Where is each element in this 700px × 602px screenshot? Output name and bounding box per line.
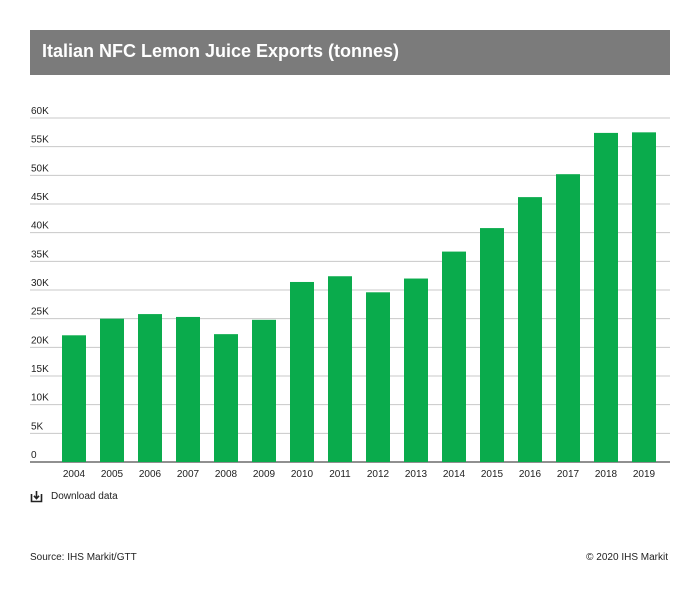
- bar-2004[interactable]: [62, 335, 86, 462]
- x-tick-label: 2014: [443, 469, 466, 480]
- y-tick-label: 40K: [31, 221, 49, 232]
- x-axis-tick-labels: 2004 2005 2006 2007 2008 2009 2010 2011 2012 2013…: [63, 469, 656, 480]
- y-tick-label: 60K: [31, 106, 49, 117]
- x-tick-label: 2009: [253, 469, 276, 480]
- x-tick-label: 2010: [291, 469, 314, 480]
- y-tick-label: 45K: [31, 192, 49, 203]
- download-icon: [30, 490, 43, 502]
- bar-2005[interactable]: [100, 318, 124, 462]
- bars: [62, 132, 656, 463]
- y-tick-label: 55K: [31, 135, 49, 146]
- y-tick-label: 50K: [31, 163, 49, 174]
- x-tick-label: 2011: [329, 469, 351, 480]
- bar-2017[interactable]: [556, 174, 580, 463]
- y-tick-label: 0: [31, 450, 37, 461]
- x-tick-label: 2007: [177, 469, 200, 480]
- bar-2015[interactable]: [480, 228, 504, 462]
- x-tick-label: 2015: [481, 469, 504, 480]
- download-data-label: Download data: [51, 490, 118, 502]
- y-tick-label: 30K: [31, 278, 49, 289]
- x-tick-label: 2012: [367, 469, 390, 480]
- bar-2009[interactable]: [252, 319, 276, 462]
- y-tick-label: 20K: [31, 335, 49, 346]
- x-tick-label: 2017: [557, 469, 580, 480]
- x-tick-label: 2016: [519, 469, 542, 480]
- bar-2006[interactable]: [138, 314, 162, 462]
- bar-2012[interactable]: [366, 292, 390, 462]
- x-tick-label: 2006: [139, 469, 162, 480]
- bar-2014[interactable]: [442, 251, 466, 462]
- bar-2011[interactable]: [328, 276, 352, 462]
- bar-2013[interactable]: [404, 278, 428, 462]
- y-axis-tick-labels: 0 5K 10K 15K 20K 25K 30K 35K 40K 45K 50K 55K 60K: [31, 106, 49, 461]
- copyright-note: © 2020 IHS Markit: [586, 552, 668, 563]
- x-tick-label: 2018: [595, 469, 618, 480]
- source-note: Source: IHS Markit/GTT: [30, 552, 137, 563]
- x-tick-label: 2019: [633, 469, 656, 480]
- y-tick-label: 10K: [31, 393, 49, 404]
- x-tick-label: 2013: [405, 469, 428, 480]
- bar-2010[interactable]: [290, 281, 314, 462]
- bar-2008[interactable]: [214, 334, 238, 462]
- x-tick-label: 2005: [101, 469, 124, 480]
- bar-2018[interactable]: [594, 132, 618, 462]
- bar-2016[interactable]: [518, 197, 542, 462]
- bar-2019[interactable]: [632, 132, 656, 463]
- chart-title-bar: Italian NFC Lemon Juice Exports (tonnes): [30, 30, 670, 75]
- y-tick-label: 25K: [31, 307, 49, 318]
- y-tick-label: 15K: [31, 364, 49, 375]
- y-tick-label: 35K: [31, 249, 49, 260]
- x-tick-label: 2004: [63, 469, 86, 480]
- y-tick-label: 5K: [31, 421, 44, 432]
- download-data-button[interactable]: Download data: [30, 489, 118, 503]
- bar-2007[interactable]: [176, 316, 200, 462]
- x-tick-label: 2008: [215, 469, 238, 480]
- chart-title: Italian NFC Lemon Juice Exports (tonnes): [42, 41, 400, 61]
